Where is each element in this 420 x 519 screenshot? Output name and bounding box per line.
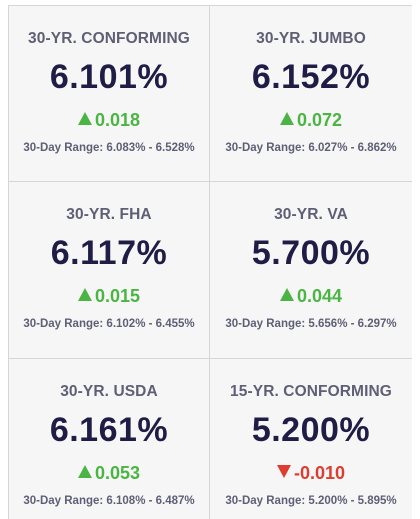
triangle-up-icon <box>279 288 294 301</box>
rate-card-30yr-fha[interactable]: 30-YR. FHA 6.117% 0.015 30-Day Range: 6.… <box>8 182 210 359</box>
card-rate: 6.101% <box>49 58 169 96</box>
card-label: 30-YR. USDA <box>60 383 158 400</box>
card-rate: 5.700% <box>251 234 371 272</box>
card-range-prefix: 30-Day Range: <box>225 495 306 507</box>
card-range-value: 6.108% - 6.487% <box>106 495 195 507</box>
card-label: 30-YR. VA <box>274 206 348 223</box>
triangle-up-icon <box>279 112 294 125</box>
card-range-prefix: 30-Day Range: <box>23 495 104 507</box>
card-range: 30-Day Range: 6.102% - 6.455% <box>9 318 209 330</box>
card-change: 0.072 <box>210 110 412 131</box>
rate-card-30yr-jumbo[interactable]: 30-YR. JUMBO 6.152% 0.072 30-Day Range: … <box>210 5 412 182</box>
card-range: 30-Day Range: 5.656% - 6.297% <box>210 318 412 330</box>
triangle-up-icon <box>77 112 92 125</box>
card-change-value: -0.010 <box>293 463 346 483</box>
card-label: 30-YR. FHA <box>66 206 152 223</box>
card-rate: 6.161% <box>49 411 169 449</box>
card-rate: 5.200% <box>251 411 371 449</box>
card-range: 30-Day Range: 6.027% - 6.862% <box>210 142 412 154</box>
card-change-value: 0.018 <box>94 110 141 130</box>
card-change-value: 0.072 <box>296 110 343 130</box>
rate-card-30yr-conforming[interactable]: 30-YR. CONFORMING 6.101% 0.018 30-Day Ra… <box>8 5 210 182</box>
card-change-value: 0.015 <box>94 286 141 306</box>
card-label: 30-YR. JUMBO <box>256 30 366 47</box>
card-change: 0.053 <box>9 463 209 484</box>
card-change-value: 0.044 <box>296 286 343 306</box>
card-range: 30-Day Range: 6.108% - 6.487% <box>9 495 209 507</box>
card-range-value: 6.102% - 6.455% <box>106 318 195 330</box>
card-change: 0.018 <box>9 110 209 131</box>
triangle-up-icon <box>77 465 92 478</box>
card-rate: 6.152% <box>251 58 371 96</box>
card-range-prefix: 30-Day Range: <box>225 142 306 154</box>
rate-card-grid: 30-YR. CONFORMING 6.101% 0.018 30-Day Ra… <box>8 5 412 519</box>
rate-card-30yr-va[interactable]: 30-YR. VA 5.700% 0.044 30-Day Range: 5.6… <box>210 182 412 359</box>
triangle-down-icon <box>276 465 291 478</box>
card-range-value: 6.027% - 6.862% <box>308 142 397 154</box>
triangle-up-icon <box>77 288 92 301</box>
card-change: -0.010 <box>210 463 412 484</box>
card-range-value: 5.656% - 6.297% <box>308 318 397 330</box>
card-range: 30-Day Range: 5.200% - 5.895% <box>210 495 412 507</box>
card-range: 30-Day Range: 6.083% - 6.528% <box>9 142 209 154</box>
card-change: 0.015 <box>9 286 209 307</box>
rate-card-30yr-usda[interactable]: 30-YR. USDA 6.161% 0.053 30-Day Range: 6… <box>8 359 210 519</box>
card-change-value: 0.053 <box>94 463 141 483</box>
card-range-prefix: 30-Day Range: <box>225 318 306 330</box>
card-range-prefix: 30-Day Range: <box>23 142 104 154</box>
card-range-value: 5.200% - 5.895% <box>308 495 397 507</box>
card-range-value: 6.083% - 6.528% <box>106 142 195 154</box>
card-label: 15-YR. CONFORMING <box>230 383 392 400</box>
card-label: 30-YR. CONFORMING <box>28 30 190 47</box>
card-rate: 6.117% <box>50 234 168 272</box>
rate-card-15yr-conforming[interactable]: 15-YR. CONFORMING 5.200% -0.010 30-Day R… <box>210 359 412 519</box>
card-range-prefix: 30-Day Range: <box>23 318 104 330</box>
card-change: 0.044 <box>210 286 412 307</box>
